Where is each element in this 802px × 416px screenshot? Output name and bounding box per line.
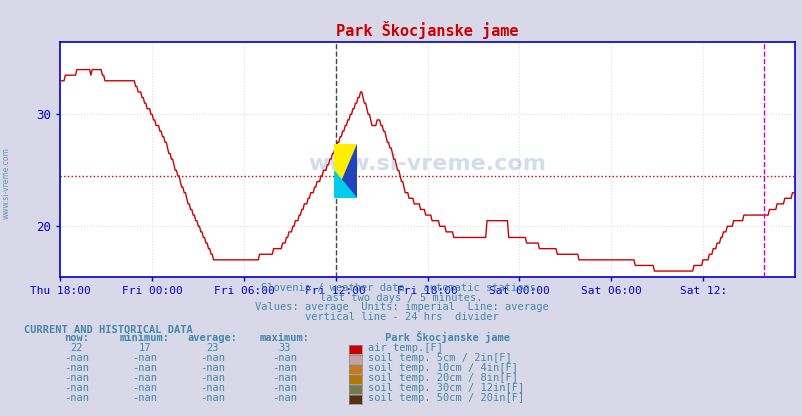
Text: soil temp. 10cm / 4in[F]: soil temp. 10cm / 4in[F] [367, 363, 517, 373]
Text: -nan: -nan [132, 373, 157, 383]
Text: soil temp. 20cm / 8in[F]: soil temp. 20cm / 8in[F] [367, 373, 517, 383]
Text: -nan: -nan [272, 353, 298, 363]
Text: -nan: -nan [272, 373, 298, 383]
Title: Park Škocjanske jame: Park Škocjanske jame [336, 21, 518, 39]
Text: soil temp. 5cm / 2in[F]: soil temp. 5cm / 2in[F] [367, 353, 511, 363]
Text: soil temp. 50cm / 20in[F]: soil temp. 50cm / 20in[F] [367, 393, 524, 403]
Text: average:: average: [188, 333, 237, 343]
Text: Park Škocjanske jame: Park Škocjanske jame [385, 331, 510, 343]
Text: -nan: -nan [63, 393, 89, 403]
Text: -nan: -nan [200, 393, 225, 403]
Text: 23: 23 [206, 343, 219, 353]
Polygon shape [334, 144, 356, 198]
Text: maximum:: maximum: [260, 333, 310, 343]
Text: -nan: -nan [63, 363, 89, 373]
Text: last two days / 5 minutes.: last two days / 5 minutes. [320, 293, 482, 303]
Text: 17: 17 [138, 343, 151, 353]
Text: -nan: -nan [132, 393, 157, 403]
Text: www.si-vreme.com: www.si-vreme.com [308, 154, 546, 174]
Polygon shape [334, 144, 356, 198]
Text: -nan: -nan [63, 353, 89, 363]
Text: CURRENT AND HISTORICAL DATA: CURRENT AND HISTORICAL DATA [24, 325, 192, 335]
Text: Slovenia / weather data - automatic stations.: Slovenia / weather data - automatic stat… [261, 283, 541, 293]
Text: -nan: -nan [200, 383, 225, 393]
Text: -nan: -nan [272, 363, 298, 373]
Text: vertical line - 24 hrs  divider: vertical line - 24 hrs divider [304, 312, 498, 322]
Text: 22: 22 [70, 343, 83, 353]
Text: -nan: -nan [272, 383, 298, 393]
Polygon shape [334, 171, 356, 198]
Text: minimum:: minimum: [119, 333, 169, 343]
Text: -nan: -nan [132, 383, 157, 393]
Text: now:: now: [63, 333, 89, 343]
Text: -nan: -nan [272, 393, 298, 403]
Text: Values: average  Units: imperial  Line: average: Values: average Units: imperial Line: av… [254, 302, 548, 312]
Text: -nan: -nan [132, 353, 157, 363]
Text: -nan: -nan [63, 373, 89, 383]
Text: www.si-vreme.com: www.si-vreme.com [2, 147, 11, 219]
Text: air temp.[F]: air temp.[F] [367, 343, 442, 353]
Text: 33: 33 [278, 343, 291, 353]
Text: -nan: -nan [132, 363, 157, 373]
Polygon shape [334, 144, 356, 198]
Text: -nan: -nan [200, 373, 225, 383]
Text: -nan: -nan [63, 383, 89, 393]
Text: -nan: -nan [200, 353, 225, 363]
Text: -nan: -nan [200, 363, 225, 373]
Text: soil temp. 30cm / 12in[F]: soil temp. 30cm / 12in[F] [367, 383, 524, 393]
